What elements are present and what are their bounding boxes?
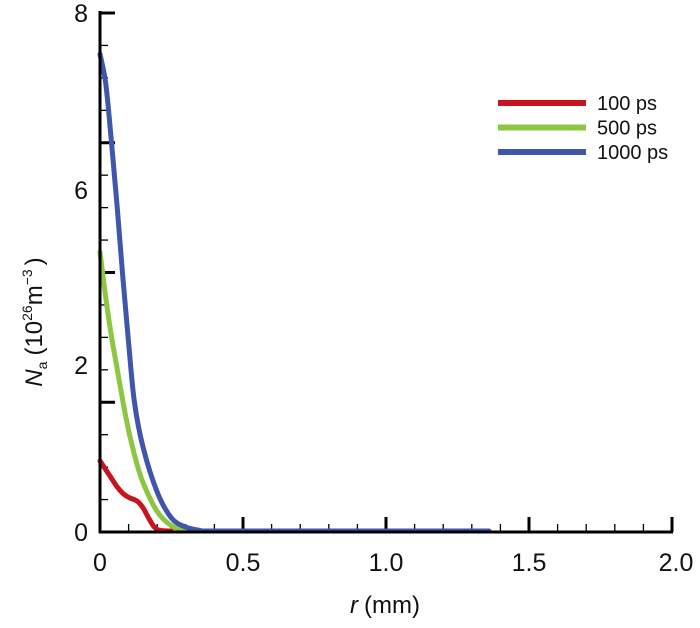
x-tick-label: 1.0: [369, 549, 404, 577]
y-axis-title: Na(1026m−3): [19, 257, 50, 386]
x-tick-label: 0: [93, 549, 107, 577]
y-tick-label: 0: [74, 519, 88, 547]
y-tick-labels: 8 6 2 0: [74, 0, 88, 547]
legend-label: 500 ps: [597, 118, 657, 140]
x-tick-label: 2.0: [659, 549, 694, 577]
y-tick-label: 8: [74, 0, 88, 28]
series-lines: [97, 51, 492, 534]
y-tick-label: 6: [74, 177, 88, 205]
x-tick-labels: 0 0.5 1.0 1.5 2.0: [93, 549, 693, 577]
x-tick-label: 0.5: [226, 549, 261, 577]
axis-ticks: [100, 11, 674, 532]
x-axis-title: r (mm): [350, 592, 420, 619]
y-tick-label: 2: [74, 352, 88, 380]
legend-label: 100 ps: [597, 93, 657, 115]
x-tick-label: 1.5: [512, 549, 547, 577]
series-line-1000-ps: [97, 51, 492, 534]
series-line-500-ps: [97, 249, 203, 534]
series-line-100-ps: [97, 458, 174, 534]
legend-label: 1000 ps: [597, 142, 668, 164]
